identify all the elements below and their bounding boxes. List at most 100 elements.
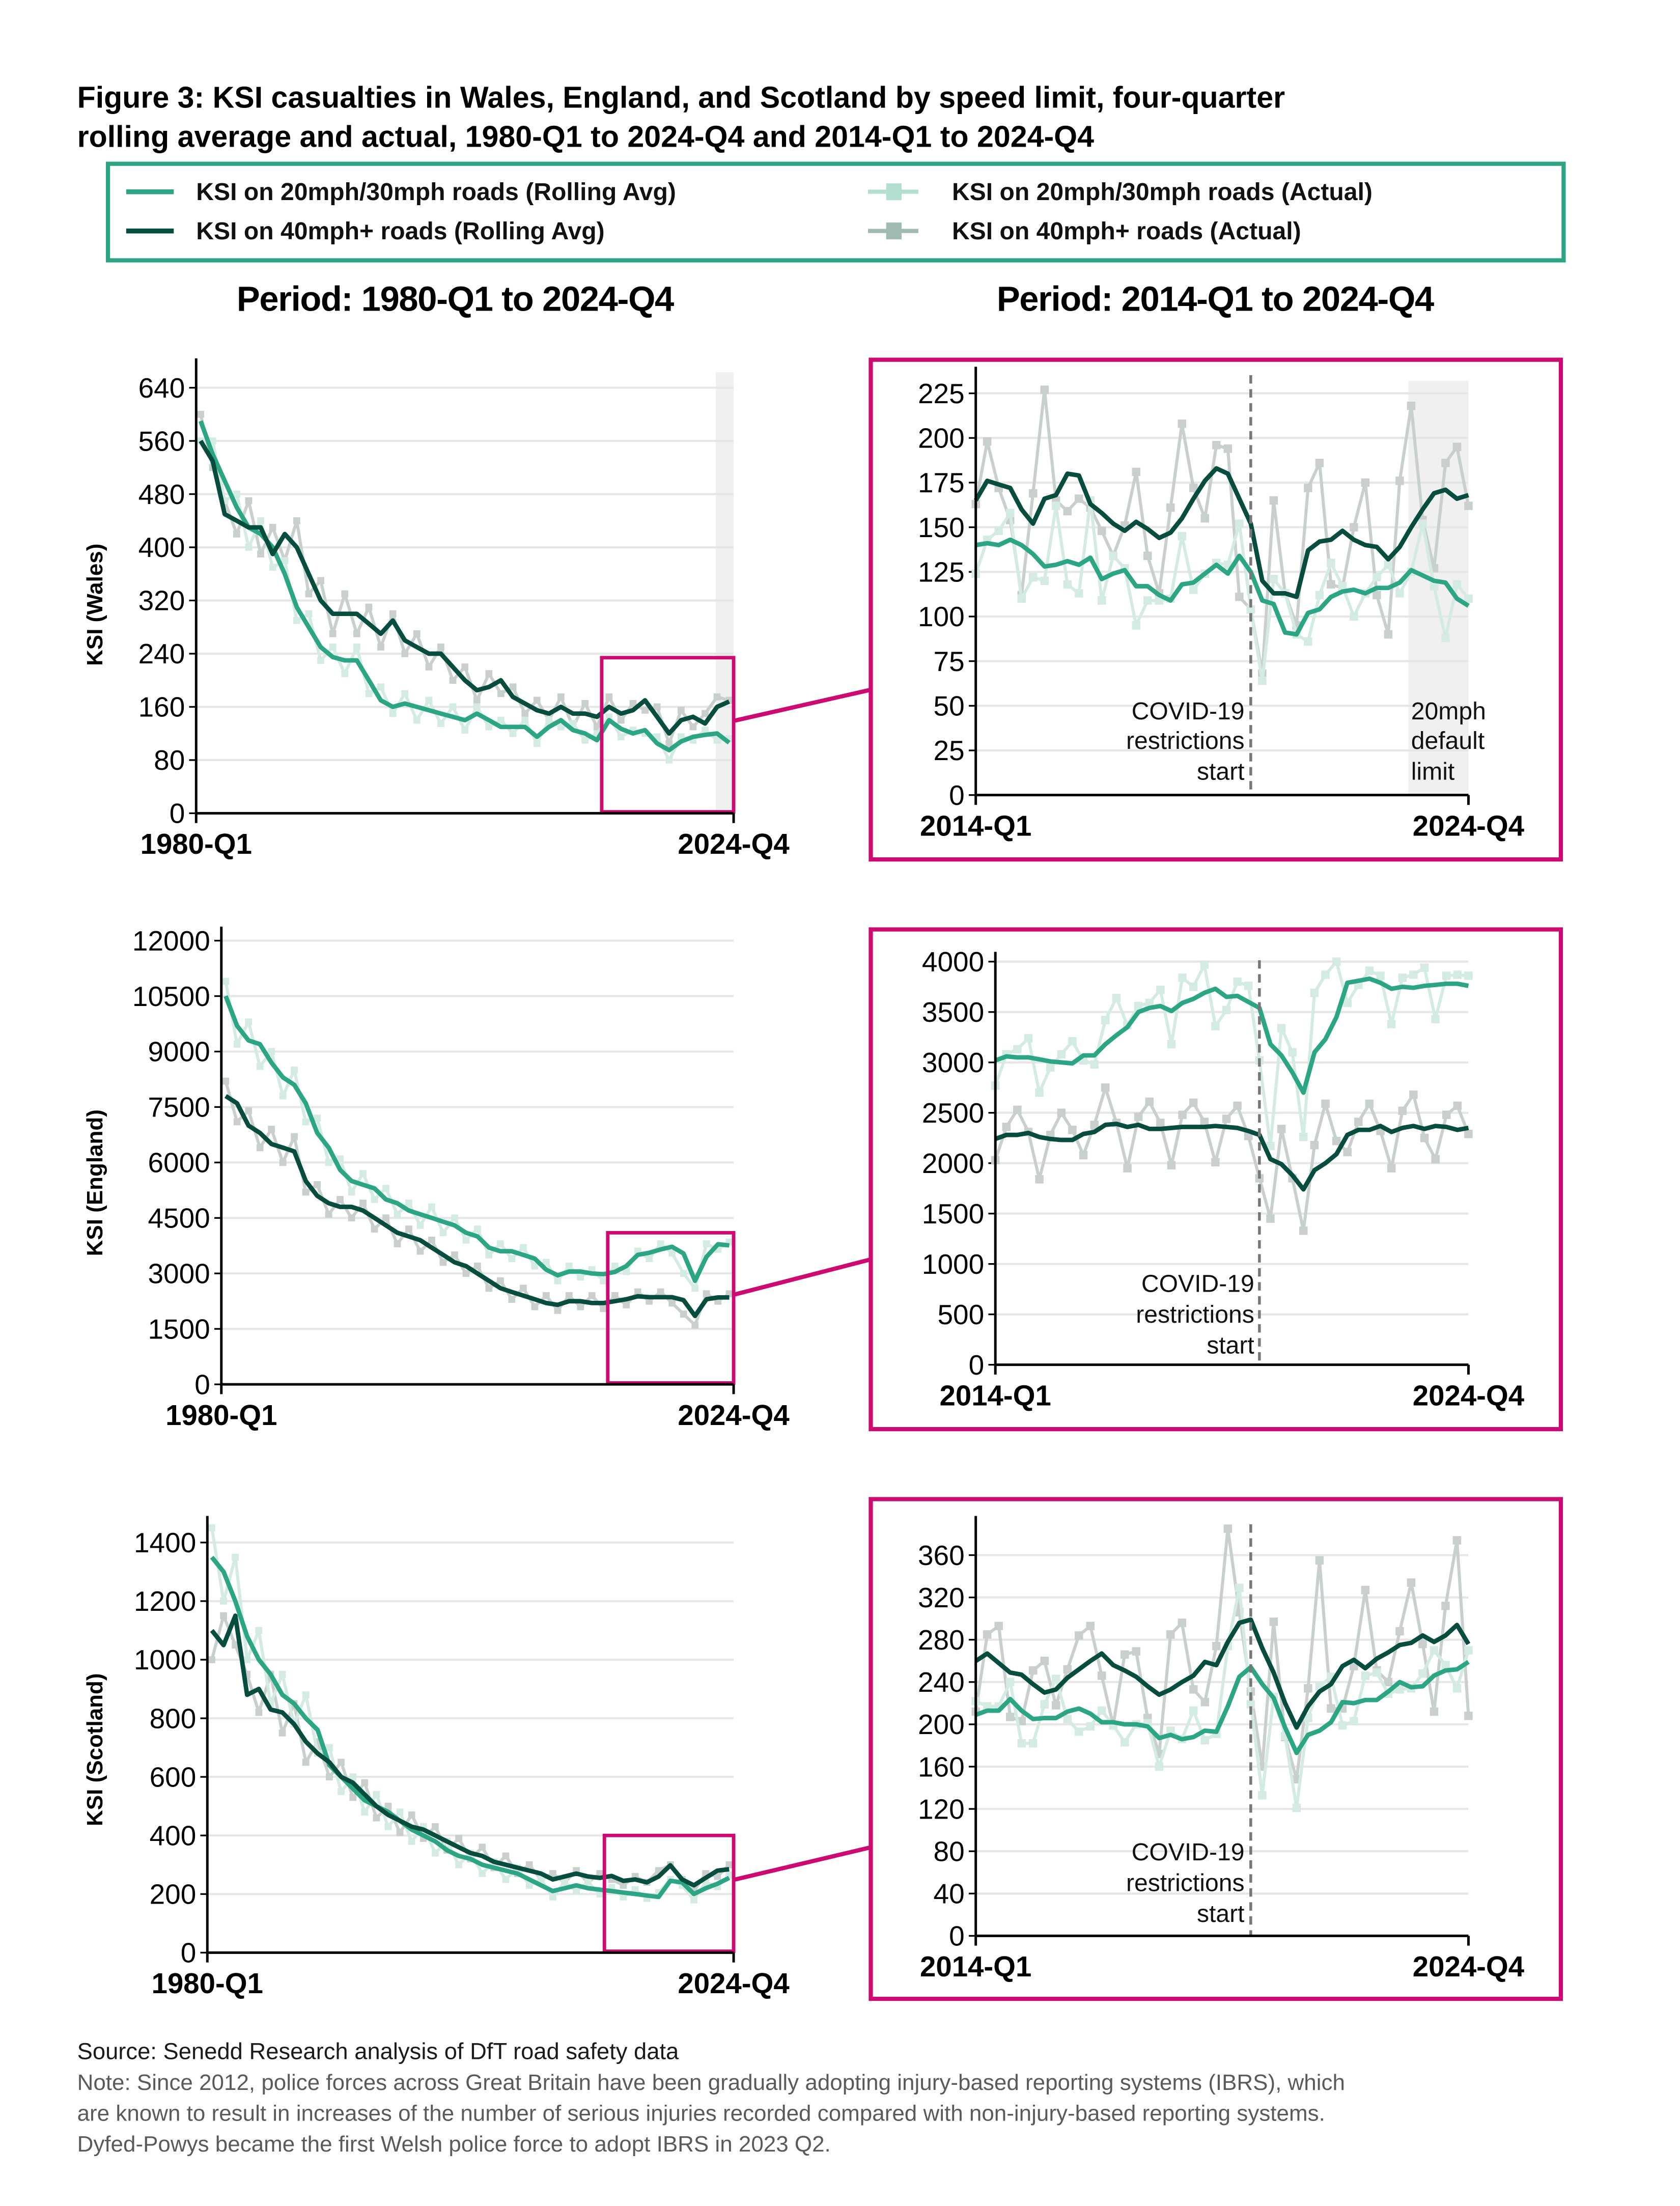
data-point-actual-40 [1431,1155,1440,1164]
y-tick-label: 320 [918,1582,965,1613]
series-rolling-40 [224,1094,730,1319]
data-point-actual-20-30 [408,1837,415,1845]
y-axis-label-scotland: KSI (Scotland) [82,1673,107,1826]
data-point-actual-20-30 [245,1018,253,1026]
x-tick-label: 2024-Q4 [1413,1379,1525,1411]
data-point-actual-40 [1452,1536,1462,1545]
data-point-actual-20-30 [665,757,673,764]
series-rolling-40 [994,1122,1469,1192]
x-tick-label: 1980-Q1 [165,1399,277,1431]
data-point-actual-20-30 [1430,582,1439,591]
data-point-actual-40 [497,690,505,697]
series-rolling-20-30 [975,537,1470,637]
data-point-actual-40 [533,696,541,704]
y-tick-label: 240 [138,638,185,669]
data-point-actual-20-30 [474,1225,481,1233]
y-tick-label: 2000 [922,1148,984,1179]
y-tick-label: 400 [150,1820,197,1851]
data-point-actual-40 [485,1284,493,1292]
data-point-actual-20-30 [1418,1669,1427,1678]
data-point-actual-20-30 [1017,594,1026,603]
y-tick-label: 9000 [148,1036,210,1068]
data-point-actual-40 [509,683,517,691]
data-point-actual-40 [302,1758,310,1766]
data-point-actual-40 [462,1270,470,1277]
data-point-actual-20-30 [533,740,541,747]
data-point-actual-20-30 [1063,1715,1072,1723]
data-point-actual-40 [401,650,409,657]
data-point-actual-40 [1315,1556,1324,1565]
data-point-actual-40 [1441,1602,1450,1610]
data-point-actual-40 [1013,1105,1022,1114]
data-point-actual-20-30 [268,1048,275,1055]
period-heading-long: Period: 1980-Q1 to 2024-Q4 [237,279,674,318]
y-tick-label: 3500 [922,996,984,1028]
data-point-actual-20-30 [1350,1717,1358,1725]
data-point-actual-40 [1384,1678,1393,1687]
data-point-actual-40 [473,696,481,704]
data-point-actual-40 [596,1870,604,1877]
data-point-actual-20-30 [531,1262,539,1270]
x-tick-label: 2014-Q1 [920,809,1031,842]
data-point-actual-20-30 [1121,1738,1129,1747]
y-tick-label: 360 [918,1540,965,1571]
data-point-actual-40 [405,1225,412,1233]
data-point-actual-40 [605,693,613,701]
data-point-actual-40 [1200,1118,1209,1126]
series-line-rolling-40 [994,1122,1469,1192]
data-point-actual-20-30 [1200,960,1209,969]
data-point-actual-20-30 [1046,1063,1055,1072]
data-point-actual-40 [377,644,384,651]
data-point-actual-20-30 [1005,1678,1015,1687]
data-point-actual-40 [314,1181,321,1188]
data-point-actual-40 [1098,526,1106,535]
data-point-actual-20-30 [302,1691,310,1698]
x-tick-label: 2014-Q1 [920,1950,1031,1982]
data-point-actual-20-30 [1384,560,1393,569]
data-point-actual-40 [1166,503,1175,512]
zoom-frame-england [869,927,1563,1432]
data-point-actual-20-30 [1200,1736,1210,1745]
data-point-actual-20-30 [497,716,505,724]
data-point-actual-40 [208,1656,215,1663]
data-point-actual-40 [629,700,637,707]
data-point-actual-40 [1145,1097,1154,1106]
chart-england-recent: 0 500 1000 1500 2000 2500 3000 3500 4000 2014-Q1 2… [922,946,1525,1411]
data-point-actual-20-30 [359,1170,367,1178]
annotation-covid-wales: COVID-19 restrictions start [1126,697,1245,785]
data-point-actual-20-30 [565,1262,573,1270]
y-tick-label: 0 [969,1349,985,1381]
data-point-actual-40 [691,1322,699,1329]
data-point-actual-40 [425,663,433,671]
data-point-actual-20-30 [1327,559,1335,567]
y-tick-label: 80 [154,744,185,776]
y-tick-label: 0 [181,1937,197,1969]
data-point-actual-20-30 [437,720,444,727]
data-point-actual-20-30 [584,1879,592,1886]
y-tick-label: 120 [918,1793,965,1825]
data-point-actual-40 [1121,1650,1129,1659]
data-point-actual-20-30 [1051,1674,1060,1683]
y-tick-label: 160 [918,1751,965,1782]
data-point-actual-20-30 [305,610,313,618]
data-point-actual-20-30 [1288,1048,1297,1057]
data-point-actual-20-30 [1373,1668,1381,1677]
data-point-actual-40 [588,1292,596,1299]
data-point-actual-20-30 [1277,1024,1286,1032]
data-point-actual-20-30 [1299,1133,1308,1141]
y-tick-label: 1500 [148,1313,210,1345]
series-line-rolling-40 [210,1613,730,1888]
data-point-actual-40 [1132,467,1141,477]
data-point-actual-40 [557,693,565,701]
data-point-actual-20-30 [1063,580,1072,589]
data-point-actual-40 [1040,1657,1049,1665]
series-line-rolling-20-30 [994,976,1469,1095]
data-point-actual-40 [233,530,240,538]
data-point-actual-40 [396,1829,404,1836]
data-point-actual-20-30 [401,690,409,697]
data-point-actual-40 [431,1823,439,1830]
data-point-actual-40 [1101,1083,1110,1092]
data-point-actual-40 [703,1290,710,1298]
data-point-actual-20-30 [1035,1088,1044,1097]
data-point-actual-20-30 [394,1211,401,1218]
